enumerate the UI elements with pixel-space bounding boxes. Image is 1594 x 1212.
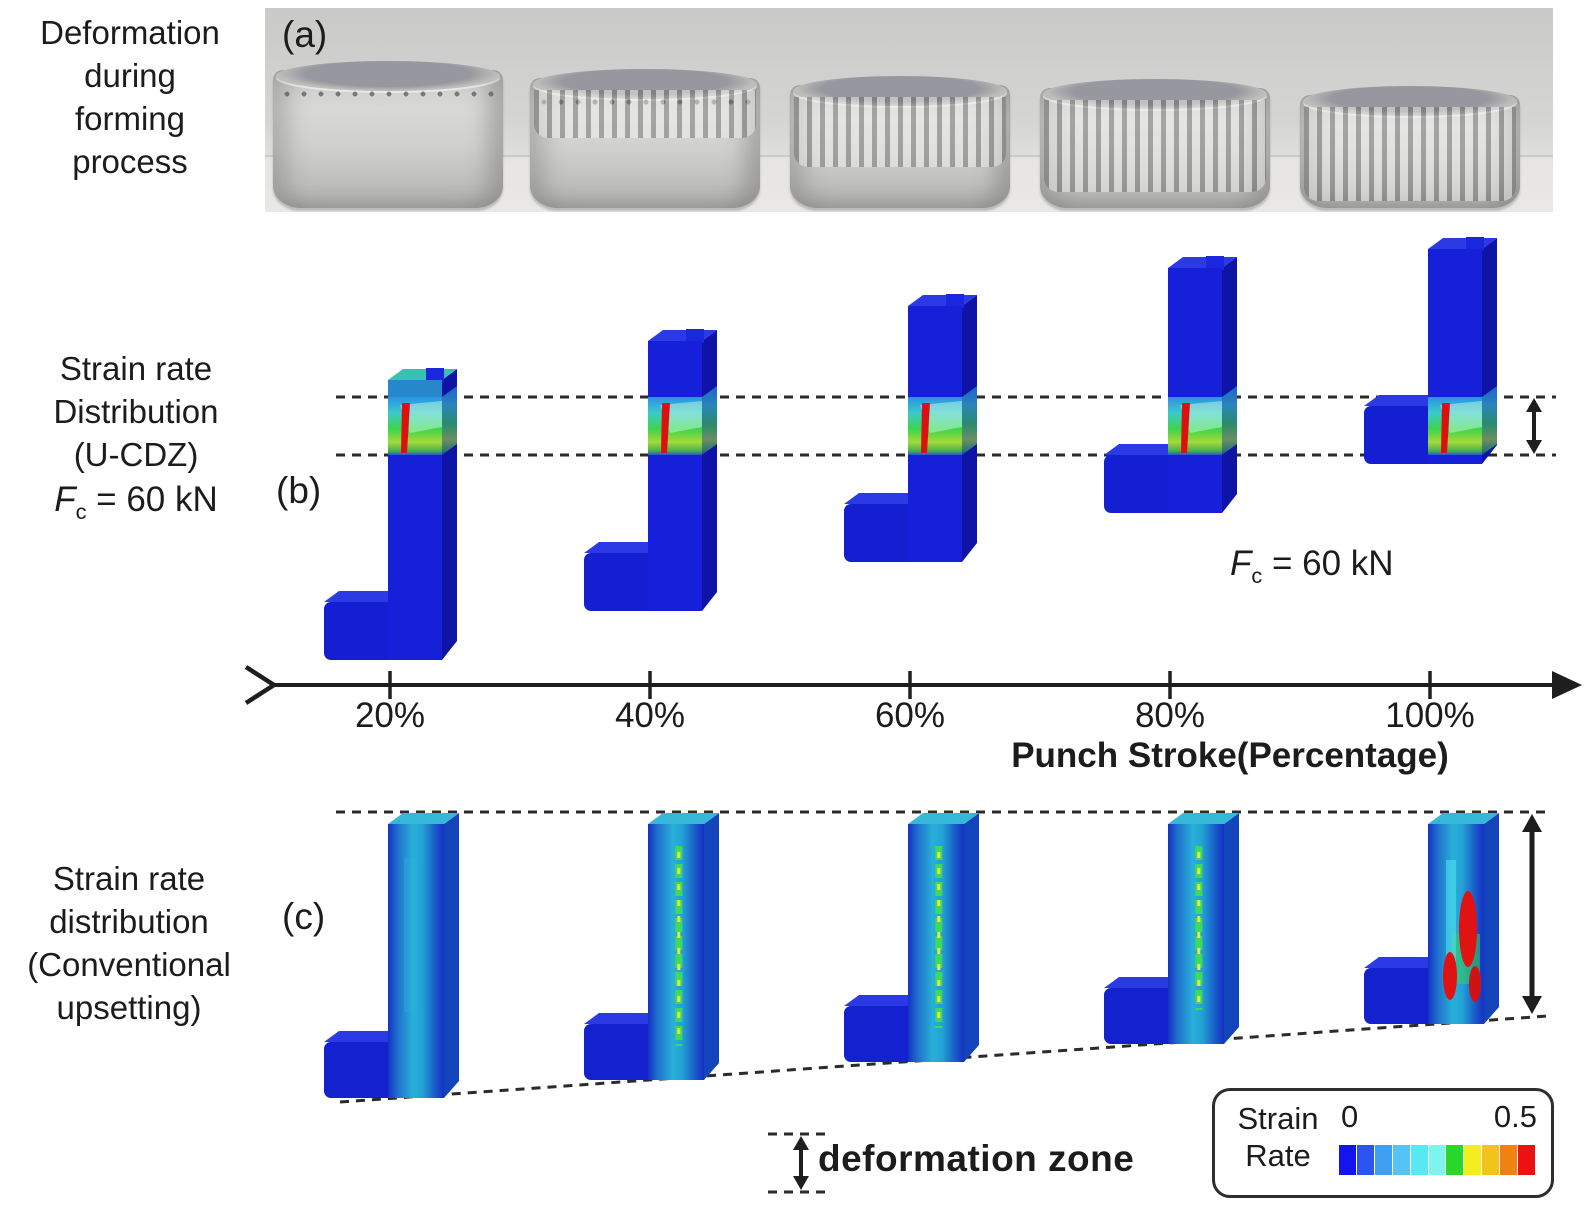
- legend-label: Strain Rate: [1237, 1101, 1319, 1173]
- axis-start-chevron-icon: [244, 665, 279, 705]
- colorbar-cell: [1339, 1145, 1356, 1175]
- fem-shape-ucdz-20: [324, 368, 457, 660]
- colorbar: [1339, 1145, 1535, 1175]
- colorbar-cell: [1482, 1145, 1500, 1175]
- cup-rim: [1303, 86, 1517, 116]
- panel-b-title: Strain rate Distribution (U-CDZ) Fc = 60…: [26, 348, 246, 526]
- fem-shape-conventional-100: [1364, 813, 1499, 1024]
- cup-rim-teeth: [279, 85, 497, 103]
- formed-cup-2: [530, 69, 760, 208]
- axis-title: Punch Stroke(Percentage): [1011, 736, 1449, 775]
- formed-cup-1: [273, 61, 503, 208]
- panel-a-title: Deformation during forming process: [40, 14, 220, 180]
- cup-ribs: [534, 90, 756, 138]
- fem-shape-ucdz-100: [1364, 237, 1497, 464]
- colorbar-cell: [1518, 1145, 1535, 1175]
- panel-a-photo: [265, 8, 1553, 212]
- colorbar-cell: [1392, 1145, 1410, 1175]
- fem-shape-conventional-80: [1104, 813, 1239, 1044]
- legend-min-value: 0: [1341, 1099, 1359, 1134]
- fem-row-ucdz: [324, 237, 1497, 660]
- tick-label-80: 80%: [1134, 696, 1206, 735]
- punch-stroke-axis: [244, 665, 1582, 705]
- colorbar-cell: [1428, 1145, 1446, 1175]
- fem-shape-ucdz-40: [584, 329, 717, 611]
- tick-label-60: 60%: [874, 696, 946, 735]
- cup-ribs: [794, 97, 1006, 167]
- panel-c-tag: (c): [282, 896, 326, 937]
- dashed-guides-conventional: [336, 810, 1552, 1104]
- cup-rim: [793, 76, 1007, 106]
- fem-row-conventional: [324, 813, 1499, 1098]
- axis-arrowhead-icon: [1552, 671, 1582, 699]
- formed-cup-5: [1300, 86, 1520, 208]
- cup-rim-teeth: [536, 93, 754, 111]
- strain-rate-legend: Strain Rate 0 0.5: [1212, 1088, 1554, 1198]
- cup-rim: [1043, 79, 1267, 109]
- formed-cup-3: [790, 76, 1010, 208]
- colorbar-cell: [1500, 1145, 1518, 1175]
- panel-c-title: Strain rate distribution (Conventional u…: [27, 860, 231, 1026]
- panel-b-force-label: Fc = 60 kN: [54, 479, 218, 524]
- panel-b-tag: (b): [276, 470, 322, 511]
- fem-shape-conventional-60: [844, 813, 979, 1062]
- force-annotation: Fc = 60 kN: [1230, 544, 1394, 588]
- tick-label-20: 20%: [354, 696, 426, 735]
- colorbar-cell: [1446, 1145, 1464, 1175]
- zone-height-arrow-icon: [1526, 398, 1542, 454]
- height-arrow-conventional-icon: [1522, 814, 1542, 1014]
- colorbar-cell: [1374, 1145, 1392, 1175]
- colorbar-cell: [1356, 1145, 1374, 1175]
- formed-cup-4: [1040, 79, 1270, 208]
- tick-label-100: 100%: [1385, 696, 1475, 735]
- legend-max-value: 0.5: [1493, 1099, 1537, 1134]
- deformation-zone-arrow-icon: [768, 1132, 832, 1194]
- fem-shape-conventional-40: [584, 813, 719, 1080]
- cup-ribs: [1304, 107, 1516, 201]
- colorbar-cell: [1464, 1145, 1482, 1175]
- panel-a-tag: (a): [282, 14, 328, 55]
- fem-shape-ucdz-60: [844, 294, 977, 562]
- colorbar-cell: [1410, 1145, 1428, 1175]
- cup-ribs: [1044, 100, 1266, 192]
- fem-shape-ucdz-80: [1104, 256, 1237, 513]
- deformation-zone-label: deformation zone: [818, 1138, 1135, 1179]
- tick-label-40: 40%: [614, 696, 686, 735]
- fem-shape-conventional-20: [324, 813, 459, 1098]
